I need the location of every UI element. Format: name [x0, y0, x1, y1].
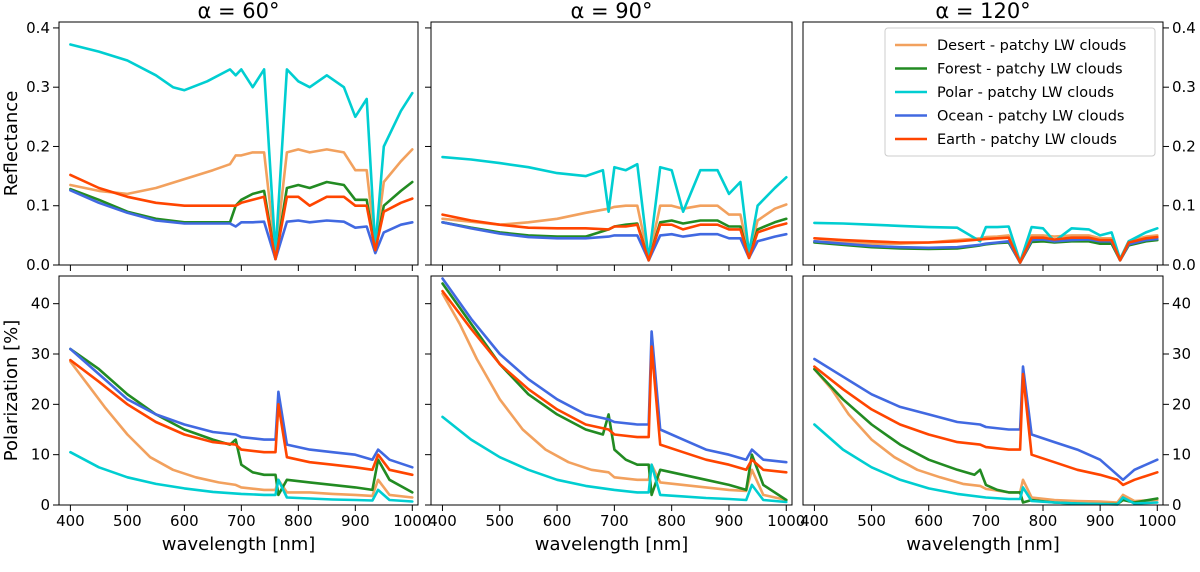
series-line-desert [441, 203, 788, 261]
x-tick-label: 500 [113, 512, 142, 530]
x-tick-label: 700 [972, 512, 1001, 530]
y-tick-label: 20 [1172, 395, 1191, 413]
x-tick-label: 1000 [393, 512, 431, 530]
plot-frame [430, 21, 793, 266]
legend-label: Earth - patchy LW clouds [937, 132, 1117, 148]
panel-title: α = 90° [570, 0, 652, 23]
y-tick-label: 0 [1172, 496, 1182, 514]
series-line-earth [69, 173, 414, 261]
y-tick-label: 0.3 [26, 78, 50, 96]
series-line-forest [69, 347, 414, 497]
y-tick-label: 10 [1172, 446, 1191, 464]
plot-frame [802, 275, 1164, 506]
series-line-earth [813, 235, 1159, 264]
y-axis-label: Polarization [%] [1, 320, 22, 462]
x-tick-label: 600 [914, 512, 943, 530]
series-line-polar [69, 450, 414, 503]
plot-frame [58, 275, 419, 506]
y-tick-label: 30 [1172, 345, 1191, 363]
x-tick-label: 700 [227, 512, 256, 530]
x-tick-label: 800 [657, 512, 686, 530]
legend-label: Forest - patchy LW clouds [937, 62, 1123, 78]
series-line-desert [69, 360, 414, 499]
x-axis-label: wavelength [nm] [535, 534, 689, 555]
y-tick-label: 40 [31, 295, 50, 313]
y-tick-label: 0.4 [1172, 19, 1196, 37]
y-tick-label: 0.1 [26, 197, 50, 215]
legend: Desert - patchy LW clouds Forest - patchy… [884, 27, 1156, 157]
x-tick-label: 700 [600, 512, 629, 530]
legend-label: Polar - patchy LW clouds [937, 85, 1114, 101]
x-axis-label: wavelength [nm] [906, 534, 1060, 555]
x-tick-label: 800 [1029, 512, 1058, 530]
x-tick-label: 400 [428, 512, 457, 530]
panel-polarization-alpha-90: 400 500 600 700 800 900 1000 wavelength [nm] [425, 275, 805, 555]
y-tick-label: 0.3 [1172, 78, 1196, 96]
x-tick-label: 400 [800, 512, 829, 530]
x-tick-label: 900 [715, 512, 744, 530]
x-tick-label: 900 [1086, 512, 1115, 530]
panel-reflectance-alpha-60: 0.0 0.1 0.2 0.3 0.4 α = 60° Reflectance [1, 0, 419, 274]
series-line-ocean [441, 221, 788, 262]
series-line-earth [813, 365, 1159, 487]
y-axis-label: Reflectance [1, 91, 22, 197]
panel-reflectance-alpha-120: 0.0 0.1 0.2 0.3 0.4 α = 120° Desert - patchy L… [802, 0, 1196, 274]
series-line-earth [441, 289, 788, 474]
panel-grid: 0.0 0.1 0.2 0.3 0.4 α = 60° Reflectance α = 90°… [1, 0, 1196, 555]
y-tick-label: 30 [31, 345, 50, 363]
plot-frame [802, 21, 1164, 266]
x-tick-label: 400 [56, 512, 85, 530]
y-tick-label: 0.2 [1172, 137, 1196, 155]
plot-frame [430, 275, 793, 506]
panel-reflectance-alpha-90: α = 90° [425, 0, 793, 271]
panel-polarization-alpha-60: 400 500 600 700 800 900 1000 0 10 20 30 40 Polarizat… [1, 275, 431, 555]
plot-frame [58, 21, 419, 266]
series-line-polar [69, 43, 414, 255]
y-tick-label: 10 [31, 446, 50, 464]
legend-label: Desert - patchy LW clouds [937, 38, 1126, 54]
series-line-polar [441, 415, 788, 504]
x-tick-label: 600 [170, 512, 199, 530]
x-tick-label: 1000 [767, 512, 805, 530]
x-tick-label: 600 [543, 512, 572, 530]
x-tick-label: 500 [857, 512, 886, 530]
x-tick-label: 1000 [1138, 512, 1176, 530]
y-tick-label: 0.4 [26, 19, 50, 37]
series-line-earth [69, 358, 414, 477]
y-tick-label: 0.2 [26, 137, 50, 155]
series-line-forest [441, 282, 788, 502]
series-line-polar [813, 423, 1159, 506]
x-tick-label: 800 [284, 512, 313, 530]
y-tick-label: 40 [1172, 295, 1191, 313]
panel-title: α = 60° [197, 0, 279, 23]
y-tick-label: 0.1 [1172, 197, 1196, 215]
legend-label: Ocean - patchy LW clouds [937, 109, 1124, 125]
x-tick-label: 500 [485, 512, 514, 530]
legend-box [884, 27, 1156, 157]
series-line-desert [441, 292, 788, 502]
panel-title: α = 120° [935, 0, 1030, 23]
x-axis-label: wavelength [nm] [162, 534, 316, 555]
y-tick-label: 0.0 [26, 256, 50, 274]
series-line-earth [441, 213, 788, 262]
y-tick-label: 20 [31, 395, 50, 413]
y-tick-label: 0 [40, 496, 50, 514]
series-line-polar [813, 221, 1159, 264]
x-tick-label: 900 [341, 512, 370, 530]
y-tick-label: 0.0 [1172, 256, 1196, 274]
